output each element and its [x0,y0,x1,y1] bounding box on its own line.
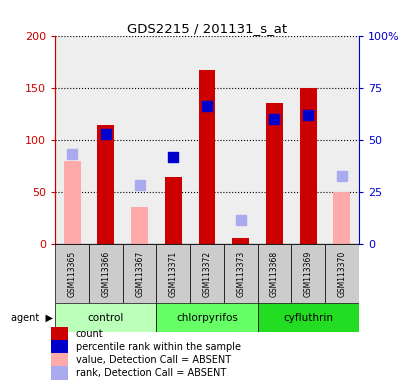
Bar [122,244,156,303]
Bar [97,124,114,244]
Bar [55,303,156,332]
Bar [89,244,122,303]
Bar [299,88,316,244]
Bar [51,327,67,341]
Text: value, Detection Call = ABSENT: value, Detection Call = ABSENT [76,355,230,365]
Text: agent  ▶: agent ▶ [11,313,53,323]
Text: GSM113368: GSM113368 [269,250,278,297]
Bar [190,244,223,303]
Text: control: control [88,313,124,323]
Text: chlorpyrifos: chlorpyrifos [176,313,237,323]
Text: GSM113370: GSM113370 [337,250,346,297]
Text: percentile rank within the sample: percentile rank within the sample [76,342,240,352]
Bar [64,161,81,244]
Bar [265,103,282,244]
Bar [164,177,181,244]
Text: GSM113371: GSM113371 [169,250,178,297]
Bar [131,207,148,244]
Bar [324,244,358,303]
Bar [232,238,249,244]
Bar [51,366,67,381]
Text: GSM113367: GSM113367 [135,250,144,297]
Bar [51,340,67,354]
Bar [291,244,324,303]
Text: cyfluthrin: cyfluthrin [283,313,333,323]
Title: GDS2215 / 201131_s_at: GDS2215 / 201131_s_at [127,22,286,35]
Bar [257,244,291,303]
Text: count: count [76,329,103,339]
Text: GSM113369: GSM113369 [303,250,312,297]
Bar [333,192,349,244]
Bar [51,353,67,367]
Bar [198,70,215,244]
Text: rank, Detection Call = ABSENT: rank, Detection Call = ABSENT [76,368,225,378]
Text: GSM113366: GSM113366 [101,250,110,297]
Bar [257,303,358,332]
Bar [156,244,190,303]
Bar [223,244,257,303]
Text: GSM113373: GSM113373 [236,250,245,297]
Bar [55,244,89,303]
Bar [156,303,257,332]
Text: GSM113372: GSM113372 [202,250,211,297]
Text: GSM113365: GSM113365 [67,250,76,297]
